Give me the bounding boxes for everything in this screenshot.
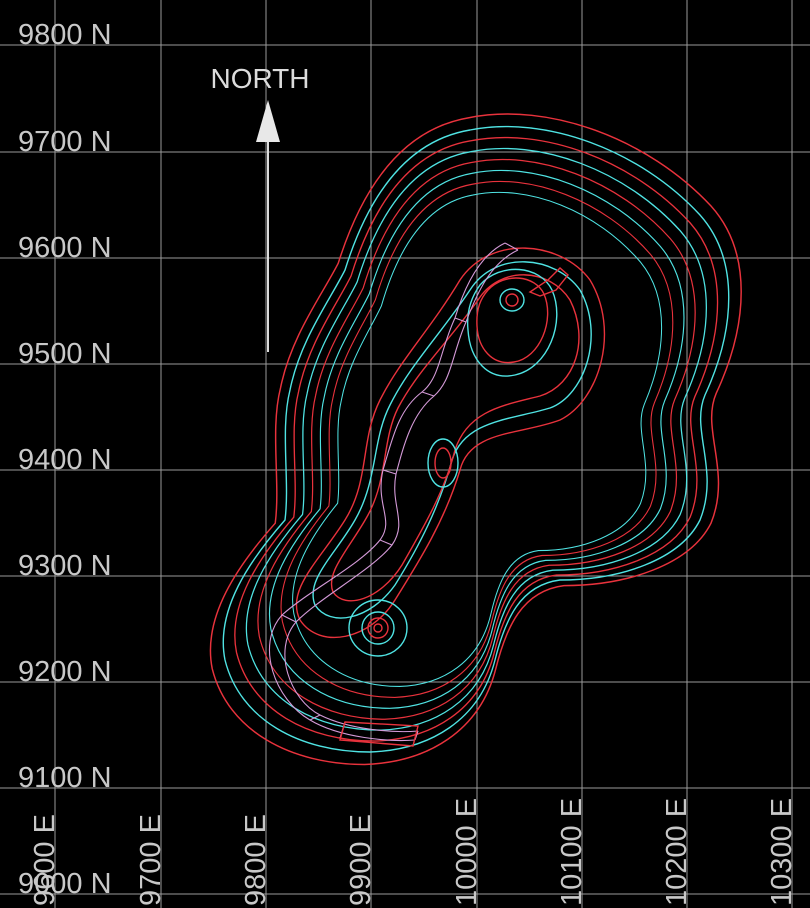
north-arrow-head-icon bbox=[256, 100, 280, 142]
contour-cyan bbox=[348, 599, 408, 657]
contour-cyan bbox=[427, 438, 459, 488]
contour-red bbox=[339, 721, 419, 747]
north-arrow: NORTH bbox=[210, 63, 310, 352]
contour-cyan bbox=[466, 268, 558, 377]
contour-red bbox=[434, 447, 452, 479]
northing-label: 9500 N bbox=[18, 338, 112, 370]
contour-red bbox=[373, 623, 383, 633]
easting-label: 9900 E bbox=[345, 814, 377, 906]
easting-label: 10200 E bbox=[661, 798, 693, 906]
northing-label: 9000 N bbox=[18, 868, 112, 900]
easting-label: 10100 E bbox=[556, 798, 588, 906]
contour-cyan bbox=[499, 288, 525, 312]
contour-red bbox=[528, 267, 569, 297]
easting-label: 9600 E bbox=[29, 814, 61, 906]
easting-label: 9700 E bbox=[135, 814, 167, 906]
easting-labels: 9600 E 9700 E 9800 E 9900 E 10000 E 1010… bbox=[29, 798, 798, 906]
contour-red bbox=[505, 293, 519, 307]
northing-label: 9200 N bbox=[18, 656, 112, 688]
northing-label: 9400 N bbox=[18, 444, 112, 476]
northing-labels: 9800 N 9700 N 9600 N 9500 N 9400 N 9300 … bbox=[18, 19, 112, 900]
northing-label: 9700 N bbox=[18, 126, 112, 158]
northing-label: 9800 N bbox=[18, 19, 112, 51]
pit-contours bbox=[209, 113, 742, 766]
easting-label: 10300 E bbox=[766, 798, 798, 906]
contour-cyan bbox=[245, 147, 708, 731]
north-arrow-label: NORTH bbox=[210, 63, 309, 94]
contour-red bbox=[295, 247, 606, 639]
contour-red bbox=[330, 274, 580, 602]
contour-red bbox=[476, 277, 549, 364]
contour-cyan bbox=[312, 261, 592, 619]
easting-label: 10000 E bbox=[451, 798, 483, 906]
bench-line bbox=[268, 242, 506, 741]
northing-label: 9600 N bbox=[18, 232, 112, 264]
northing-label: 9300 N bbox=[18, 550, 112, 582]
contour-cyan bbox=[361, 611, 395, 645]
northing-label: 9100 N bbox=[18, 762, 112, 794]
contour-red bbox=[234, 136, 719, 742]
bench-line bbox=[284, 249, 519, 733]
contour-red bbox=[367, 617, 389, 639]
easting-label: 9800 E bbox=[240, 814, 272, 906]
